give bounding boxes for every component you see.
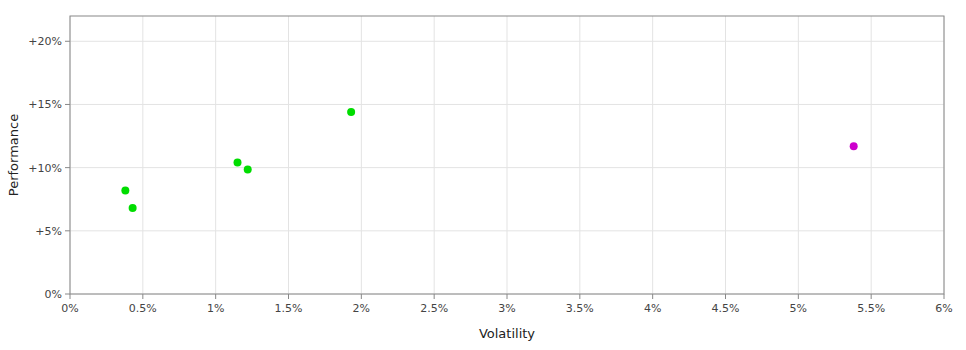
tick-label-y: +20%: [28, 35, 62, 48]
tick-y: [65, 230, 70, 231]
tick-label-y: +15%: [28, 98, 62, 111]
tick-label-x: 2.5%: [420, 302, 448, 315]
tick-x: [652, 294, 653, 299]
tick-x: [725, 294, 726, 299]
point: [121, 186, 129, 194]
series: [850, 142, 858, 150]
tick-label-y: 0%: [45, 288, 62, 301]
grid-line-x: [288, 16, 289, 294]
tick-label-x: 1.5%: [275, 302, 303, 315]
grid-line-x: [579, 16, 580, 294]
point: [244, 166, 252, 174]
tick-x: [361, 294, 362, 299]
tick-y: [65, 294, 70, 295]
point: [347, 108, 355, 116]
point: [234, 159, 242, 167]
grid-line-y: [70, 230, 944, 231]
grid-line-x: [725, 16, 726, 294]
tick-x: [142, 294, 143, 299]
tick-x: [70, 294, 71, 299]
tick-label-x: 0.5%: [129, 302, 157, 315]
plot-frame: [70, 16, 944, 294]
tick-label-x: 0%: [61, 302, 78, 315]
grid-line-x: [434, 16, 435, 294]
chart: 0% 0.5% 1% 1.5% 2% 2.5% 3% 3.5% 4% 4.5% 5% 5.5% 6% 0%…: [0, 0, 966, 350]
tick-x: [579, 294, 580, 299]
grid-line-x: [142, 16, 143, 294]
point: [850, 142, 858, 150]
tick-label-x: 3.5%: [566, 302, 594, 315]
plot-area: [70, 16, 944, 294]
grid-line-x: [361, 16, 362, 294]
tick-x: [288, 294, 289, 299]
grid-line-x: [215, 16, 216, 294]
grid-line-y: [70, 104, 944, 105]
tick-label-x: 5%: [790, 302, 807, 315]
tick-x: [944, 294, 945, 299]
tick-y: [65, 104, 70, 105]
tick-y: [65, 41, 70, 42]
grid-line-x: [871, 16, 872, 294]
x-axis-label: Volatility: [479, 326, 535, 341]
marks: [121, 108, 857, 212]
grid-line-x: [507, 16, 508, 294]
tick-label-y: +10%: [28, 162, 62, 175]
point: [129, 204, 137, 212]
tick-label-x: 4.5%: [712, 302, 740, 315]
tick-label-x: 5.5%: [857, 302, 885, 315]
tick-x: [507, 294, 508, 299]
tick-label-x: 3%: [498, 302, 515, 315]
y-axis-label: Performance: [6, 114, 21, 196]
tick-label-y: +5%: [35, 225, 62, 238]
tick-y: [65, 167, 70, 168]
tick-label-x: 6%: [935, 302, 952, 315]
grid: [70, 16, 944, 294]
grid-line-x: [798, 16, 799, 294]
grid-line-x: [652, 16, 653, 294]
grid-line-y: [70, 41, 944, 42]
tick-label-x: 2%: [353, 302, 370, 315]
tick-x: [798, 294, 799, 299]
tick-label-x: 1%: [207, 302, 224, 315]
tick-label-x: 4%: [644, 302, 661, 315]
tick-x: [215, 294, 216, 299]
axes: 0% 0.5% 1% 1.5% 2% 2.5% 3% 3.5% 4% 4.5% 5% 5.5% 6% 0%…: [28, 16, 952, 315]
tick-x: [434, 294, 435, 299]
tick-x: [871, 294, 872, 299]
series: [121, 108, 355, 212]
grid-line-y: [70, 167, 944, 168]
